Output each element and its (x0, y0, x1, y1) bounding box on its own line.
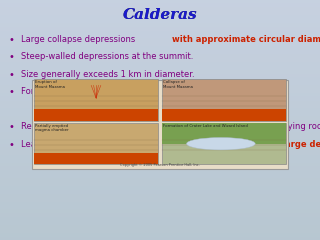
Text: Formation of Crater Lake and Wizard Island: Formation of Crater Lake and Wizard Isla… (163, 124, 248, 128)
Text: Collapse of
Mount Mazama: Collapse of Mount Mazama (163, 80, 193, 89)
Bar (34, 123, 158, 164)
Bar (162, 109, 286, 120)
Text: •: • (8, 52, 14, 62)
Bar (34, 79, 158, 120)
Text: for the overlying rock.: for the overlying rock. (233, 122, 320, 131)
Text: •: • (8, 35, 14, 45)
Text: •: • (8, 70, 14, 80)
Text: with approximate circular diameter.: with approximate circular diameter. (172, 35, 320, 44)
Text: loss of structural support: loss of structural support (77, 122, 198, 131)
Bar (32, 80, 288, 169)
Text: Calderas: Calderas (123, 8, 197, 22)
Text: Partially emptied
magma chamber: Partially emptied magma chamber (35, 124, 69, 132)
Text: Large collapse depressions: Large collapse depressions (21, 35, 138, 44)
Text: Eruption of
Mount Mazama: Eruption of Mount Mazama (35, 80, 65, 89)
Text: •: • (8, 122, 14, 132)
Text: Copyright © 2005 Pearson Prentice Hall, Inc.: Copyright © 2005 Pearson Prentice Hall, … (120, 163, 200, 167)
Text: Calderas: Calderas (123, 8, 198, 22)
Ellipse shape (187, 138, 255, 150)
Bar (162, 123, 286, 144)
Text: •: • (8, 140, 14, 150)
Text: Results in: Results in (21, 122, 64, 131)
Bar (34, 153, 158, 164)
Text: eruption of large volumes of magma: eruption of large volumes of magma (103, 87, 276, 96)
Text: •: • (8, 87, 14, 97)
Text: Formed by the: Formed by the (21, 87, 85, 96)
Bar (34, 109, 158, 120)
Bar (162, 123, 286, 164)
Bar (162, 79, 286, 120)
Text: Steep-walled depressions at the summit.: Steep-walled depressions at the summit. (21, 52, 193, 61)
Text: underground magma reservoir.: underground magma reservoir. (21, 105, 163, 114)
Text: Leading to: Leading to (21, 140, 68, 149)
Text: Size generally exceeds 1 km in diameter.: Size generally exceeds 1 km in diameter. (21, 70, 195, 79)
Text: collapse of the ground and formation of a large depression.: collapse of the ground and formation of … (82, 140, 320, 149)
